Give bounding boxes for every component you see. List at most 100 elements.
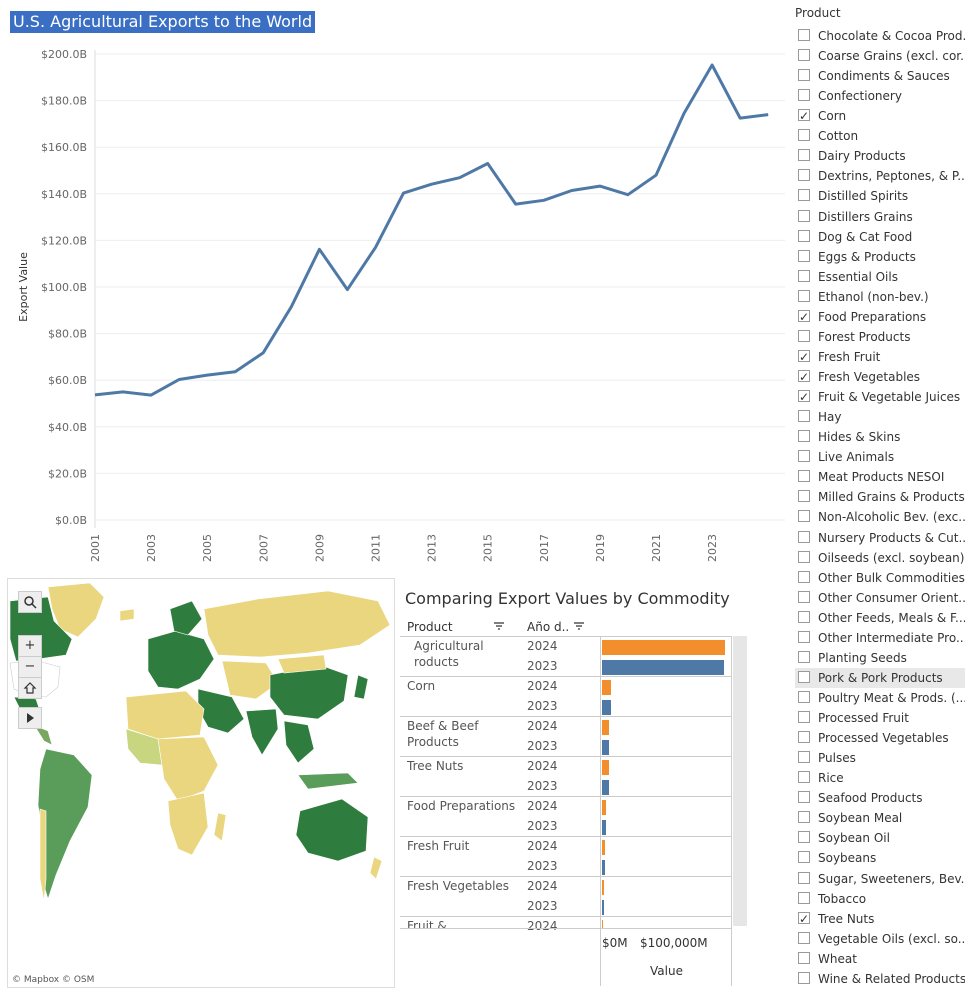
filter-checkbox[interactable] [798, 771, 810, 784]
filter-checkbox[interactable] [798, 89, 810, 102]
filter-checkbox[interactable] [798, 450, 810, 463]
filter-item[interactable]: Non-Alcoholic Bev. (exc... [795, 507, 965, 527]
bar-2023[interactable] [602, 780, 609, 795]
filter-checkbox[interactable] [798, 510, 810, 523]
filter-checkbox[interactable] [798, 189, 810, 202]
filter-item[interactable]: Essential Oils [795, 267, 965, 287]
filter-checkbox[interactable] [798, 711, 810, 724]
filter-item[interactable]: Chocolate & Cocoa Prod... [795, 26, 965, 46]
filter-checkbox[interactable] [798, 951, 810, 964]
filter-item[interactable]: Nursery Products & Cut... [795, 528, 965, 548]
filter-item[interactable]: Pork & Pork Products [795, 667, 965, 688]
filter-checkbox[interactable] [798, 570, 810, 583]
filter-item[interactable]: Forest Products [795, 327, 965, 347]
bar-2023[interactable] [602, 860, 606, 875]
filter-checkbox[interactable] [798, 149, 810, 162]
filter-item[interactable]: Tobacco [795, 889, 965, 909]
filter-checkbox[interactable] [798, 871, 810, 884]
filter-checkbox[interactable] [798, 329, 810, 342]
filter-item[interactable]: Coarse Grains (excl. cor... [795, 46, 965, 66]
filter-item[interactable]: Wheat [795, 949, 965, 969]
filter-item[interactable]: Distillers Grains [795, 207, 965, 227]
bar-2023[interactable] [602, 900, 604, 915]
filter-item[interactable]: Processed Fruit [795, 708, 965, 728]
sort-icon[interactable] [493, 621, 505, 631]
filter-checkbox[interactable] [798, 690, 810, 703]
map-search-button[interactable] [18, 591, 42, 613]
filter-item[interactable]: Fresh Fruit [795, 347, 965, 367]
filter-item[interactable]: Poultry Meat & Prods. (... [795, 688, 965, 708]
filter-checkbox[interactable] [798, 470, 810, 483]
filter-item[interactable]: Oilseeds (excl. soybean) [795, 548, 965, 568]
filter-item[interactable]: Other Feeds, Meals & F... [795, 608, 965, 628]
bar-2023[interactable] [602, 660, 724, 675]
filter-checkbox[interactable] [798, 169, 810, 182]
filter-checkbox[interactable] [798, 751, 810, 764]
filter-item[interactable]: Dairy Products [795, 146, 965, 166]
filter-item[interactable]: Processed Vegetables [795, 728, 965, 748]
filter-checkbox[interactable] [798, 129, 810, 142]
series-line[interactable] [94, 63, 769, 397]
filter-item[interactable]: Other Intermediate Pro... [795, 628, 965, 648]
filter-item[interactable]: Corn [795, 106, 965, 126]
bar-2024[interactable] [602, 640, 725, 655]
filter-item[interactable]: Confectionery [795, 86, 965, 106]
filter-checkbox[interactable] [798, 490, 810, 503]
filter-item[interactable]: Tree Nuts [795, 909, 965, 929]
filter-item[interactable]: Wine & Related Products [795, 969, 965, 989]
filter-item[interactable]: Other Consumer Orient... [795, 588, 965, 608]
filter-checkbox[interactable] [798, 670, 810, 683]
filter-checkbox[interactable] [798, 430, 810, 443]
bar-2023[interactable] [602, 740, 610, 755]
filter-item[interactable]: Distilled Spirits [795, 186, 965, 206]
bar-2024[interactable] [602, 760, 609, 775]
filter-checkbox[interactable] [798, 387, 810, 407]
filter-item[interactable]: Hay [795, 407, 965, 427]
filter-item[interactable]: Cotton [795, 126, 965, 146]
filter-checkbox[interactable] [798, 289, 810, 302]
map-home-button[interactable] [18, 677, 42, 699]
bar-2023[interactable] [602, 820, 606, 835]
product-column-header[interactable]: Product [407, 620, 453, 634]
filter-checkbox[interactable] [798, 811, 810, 824]
filter-item[interactable]: Sugar, Sweeteners, Bev... [795, 869, 965, 889]
bar-2024[interactable] [602, 920, 603, 928]
filter-checkbox[interactable] [798, 590, 810, 603]
filter-item[interactable]: Meat Products NESOI [795, 467, 965, 487]
filter-checkbox[interactable] [798, 931, 810, 944]
filter-checkbox[interactable] [798, 630, 810, 643]
map-zoom-out-button[interactable]: − [18, 656, 42, 678]
map-zoom-in-button[interactable]: + [18, 635, 42, 657]
filter-checkbox[interactable] [798, 410, 810, 423]
bar-2024[interactable] [602, 880, 604, 895]
sort-icon[interactable] [573, 621, 585, 631]
filter-checkbox[interactable] [798, 909, 810, 929]
bar-2023[interactable] [602, 700, 612, 715]
filter-item[interactable]: Ethanol (non-bev.) [795, 287, 965, 307]
filter-checkbox[interactable] [798, 29, 810, 41]
year-column-header[interactable]: Año d.. [527, 620, 570, 634]
filter-item[interactable]: Soybeans [795, 848, 965, 868]
filter-checkbox[interactable] [798, 367, 810, 387]
filter-checkbox[interactable] [798, 831, 810, 844]
map-canvas[interactable] [8, 579, 394, 987]
bar-2024[interactable] [602, 800, 607, 815]
filter-item[interactable]: Seafood Products [795, 788, 965, 808]
filter-item[interactable]: Rice [795, 768, 965, 788]
filter-checkbox[interactable] [798, 731, 810, 744]
filter-checkbox[interactable] [798, 791, 810, 804]
filter-checkbox[interactable] [798, 269, 810, 282]
filter-checkbox[interactable] [798, 347, 810, 367]
filter-item[interactable]: Vegetable Oils (excl. so... [795, 929, 965, 949]
filter-item[interactable]: Pulses [795, 748, 965, 768]
filter-item[interactable]: Fruit & Vegetable Juices [795, 387, 965, 407]
filter-item[interactable]: Fresh Vegetables [795, 367, 965, 387]
filter-checkbox[interactable] [798, 550, 810, 563]
filter-item[interactable]: Soybean Oil [795, 828, 965, 848]
map-pan-button[interactable] [18, 707, 42, 729]
filter-checkbox[interactable] [798, 971, 810, 984]
filter-item[interactable]: Food Preparations [795, 307, 965, 327]
bar-2024[interactable] [602, 680, 612, 695]
world-map[interactable]: + − © Mapbox © OSM [7, 578, 395, 988]
filter-checkbox[interactable] [798, 49, 810, 62]
